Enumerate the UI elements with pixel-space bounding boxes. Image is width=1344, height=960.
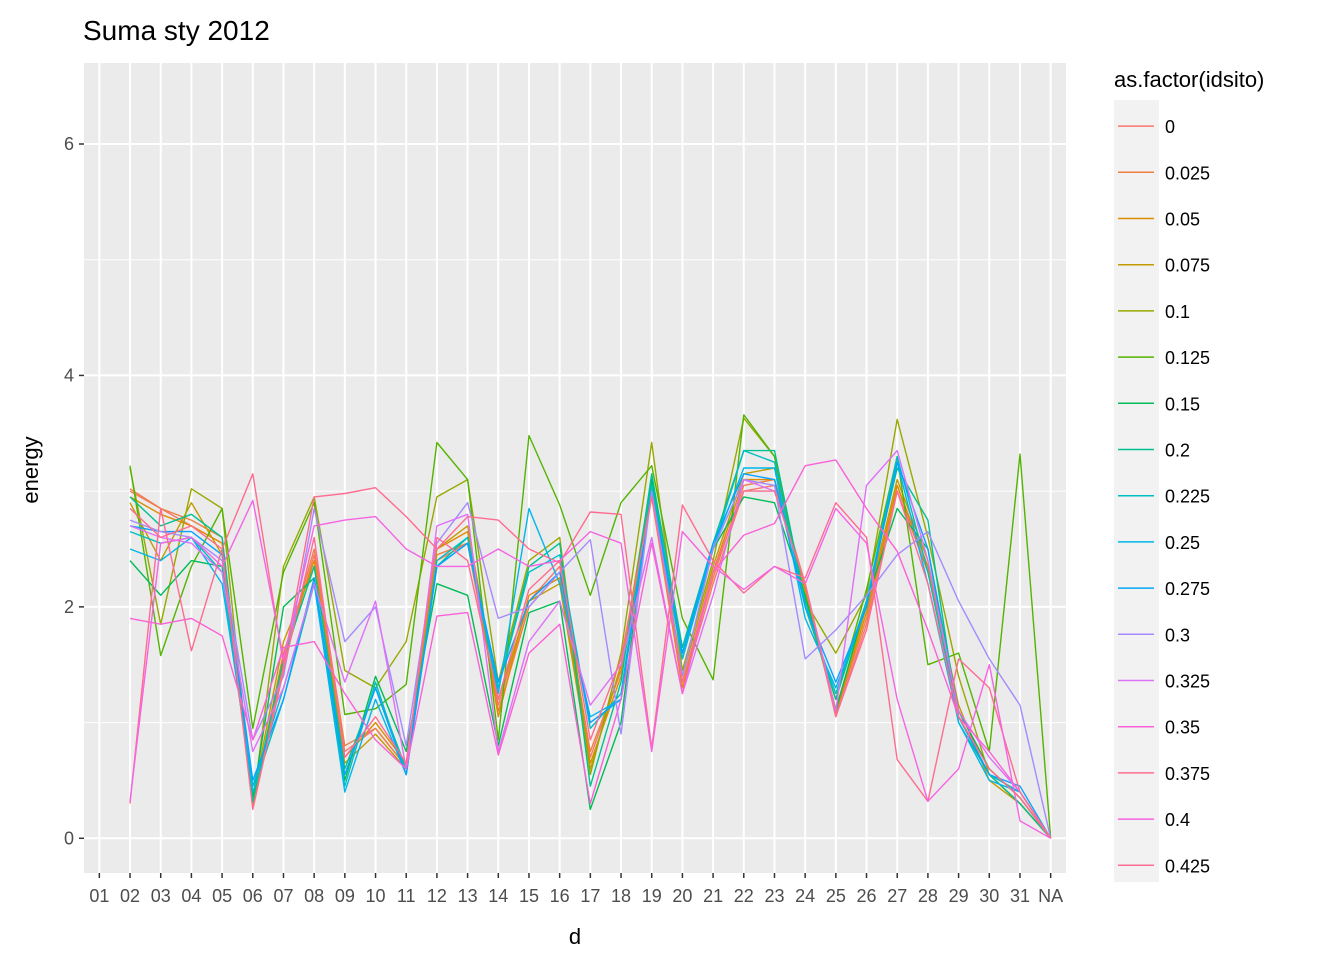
x-tick-label: 31 — [1010, 886, 1030, 906]
legend: as.factor(idsito) 0 0.025 0.05 0.075 0.1 0.12… — [1114, 67, 1264, 882]
y-tick-label: 6 — [64, 134, 74, 154]
x-tick-label: 24 — [795, 886, 815, 906]
x-axis-title: d — [569, 924, 581, 949]
legend-title: as.factor(idsito) — [1114, 67, 1264, 92]
series-line-0.275 — [129, 461, 1052, 839]
x-tick-label: 14 — [488, 886, 508, 906]
legend-label: 0.15 — [1165, 394, 1200, 414]
legend-label: 0 — [1165, 117, 1175, 137]
series-line-0.3 — [129, 478, 1052, 839]
chart-title: Suma sty 2012 — [83, 15, 270, 46]
x-tick-label: 11 — [397, 886, 416, 906]
x-tick-label: 29 — [949, 886, 969, 906]
legend-items: 0 0.025 0.05 0.075 0.1 0.125 0.15 0.2 0.225 0.25 0… — [1118, 117, 1210, 876]
x-tick-label: 17 — [580, 886, 600, 906]
legend-label: 0.375 — [1165, 764, 1210, 784]
legend-label: 0.25 — [1165, 533, 1200, 553]
series-line-0.4 — [129, 499, 1052, 839]
y-tick-label: 0 — [64, 828, 74, 848]
legend-label: 0.2 — [1165, 441, 1190, 461]
series-line-0.35 — [129, 459, 1052, 839]
series-line-0.15 — [129, 478, 1052, 839]
x-tick-label: 16 — [550, 886, 570, 906]
x-tick-label: 08 — [304, 886, 324, 906]
y-tick-label: 2 — [64, 597, 74, 617]
legend-label: 0.025 — [1165, 163, 1210, 183]
legend-label: 0.075 — [1165, 256, 1210, 276]
series-line-0.05 — [129, 478, 1052, 839]
legend-label: 0.275 — [1165, 579, 1210, 599]
x-tick-label: 28 — [918, 886, 938, 906]
x-tick-label: 25 — [826, 886, 846, 906]
series-line-0.325 — [129, 449, 1052, 839]
x-tick-label: 02 — [120, 886, 140, 906]
y-tick-label: 4 — [64, 365, 74, 385]
x-tick-label: 15 — [519, 886, 539, 906]
x-tick-label: 13 — [458, 886, 478, 906]
legend-label: 0.325 — [1165, 672, 1210, 692]
series-line-0.425 — [129, 490, 1052, 839]
x-tick-label: 07 — [273, 886, 293, 906]
x-tick-label: 21 — [703, 886, 723, 906]
x-tick-label: 19 — [642, 886, 662, 906]
x-tick-label: 03 — [151, 886, 171, 906]
x-tick-label: NA — [1038, 886, 1063, 906]
x-tick-label: 12 — [427, 886, 447, 906]
x-tick-label: 20 — [672, 886, 692, 906]
x-tick-label: 18 — [611, 886, 631, 906]
series-lines — [129, 414, 1052, 839]
y-axis: 0 2 4 6 — [64, 134, 84, 848]
legend-label: 0.1 — [1165, 302, 1190, 322]
plot-panel — [84, 63, 1066, 873]
x-tick-label: 22 — [734, 886, 754, 906]
legend-label: 0.4 — [1165, 810, 1190, 830]
legend-label: 0.425 — [1165, 856, 1210, 876]
series-line-0.075 — [129, 467, 1052, 839]
series-line-0.1 — [129, 417, 1052, 839]
x-tick-label: 23 — [764, 886, 784, 906]
legend-label: 0.125 — [1165, 348, 1210, 368]
x-tick-label: 01 — [89, 886, 109, 906]
x-tick-label: 27 — [887, 886, 907, 906]
x-tick-label: 04 — [181, 886, 201, 906]
x-axis: 01 02 03 04 05 06 07 08 09 10 11 12 13 14 15 16 17 18 19 20… — [89, 873, 1063, 906]
panel-background — [84, 63, 1066, 873]
series-line-0.375 — [129, 473, 1052, 839]
legend-background — [1114, 100, 1159, 882]
x-tick-label: 26 — [857, 886, 877, 906]
y-axis-title: energy — [18, 436, 43, 503]
x-tick-label: 30 — [979, 886, 999, 906]
legend-label: 0.05 — [1165, 210, 1200, 230]
x-tick-label: 05 — [212, 886, 232, 906]
x-tick-label: 10 — [366, 886, 386, 906]
legend-label: 0.35 — [1165, 718, 1200, 738]
legend-label: 0.225 — [1165, 487, 1210, 507]
legend-label: 0.3 — [1165, 625, 1190, 645]
x-tick-label: 09 — [335, 886, 355, 906]
x-tick-label: 06 — [243, 886, 263, 906]
